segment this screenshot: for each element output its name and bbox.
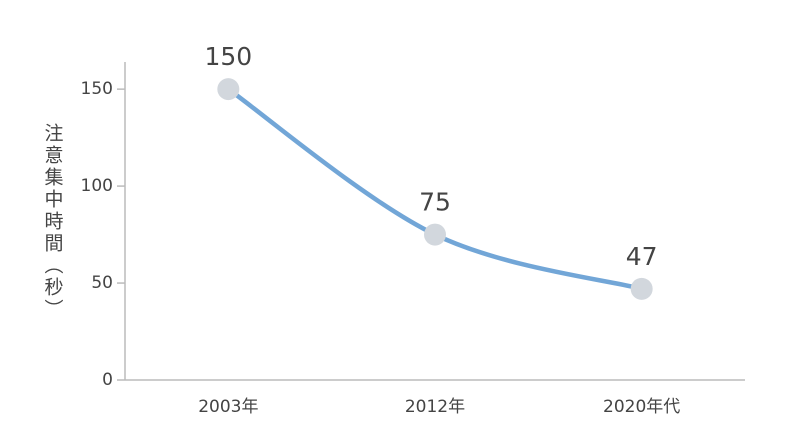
x-tick-label: 2012年 [405,397,465,417]
y-tick-label: 0 [102,370,113,390]
y-tick-label: 100 [81,176,113,196]
y-axis-label: 注意集中時間（秒） [42,123,64,321]
value-label: 150 [204,42,252,71]
marker [424,223,446,246]
x-tick-label: 2003年 [198,397,258,417]
marker [217,78,240,101]
y-tick-label: 50 [91,273,113,293]
value-label: 47 [626,242,658,271]
x-tick-label: 2020年代 [603,397,680,417]
y-tick-label: 150 [81,79,113,99]
marker [630,277,653,300]
value-label: 75 [419,188,451,217]
